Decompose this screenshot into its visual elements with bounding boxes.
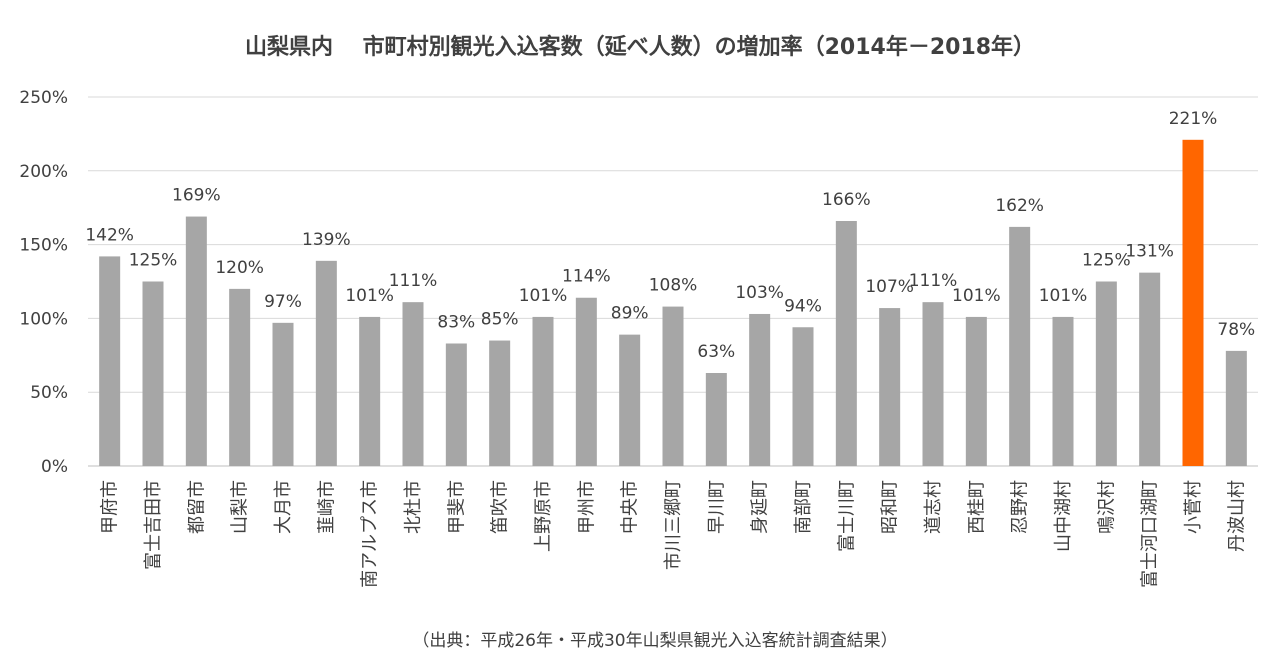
x-category-label: 富士川町 xyxy=(836,480,857,552)
data-label: 89% xyxy=(611,304,649,324)
x-category-label: 山梨市 xyxy=(230,480,251,534)
x-category-label: 甲州市 xyxy=(576,480,597,534)
x-category-label: 甲府市 xyxy=(100,480,121,534)
y-tick-label: 0% xyxy=(41,457,68,477)
chart-title: 山梨県内 市町村別観光入込客数（延べ人数）の増加率（2014年－2018年） xyxy=(245,34,1035,60)
data-label: 162% xyxy=(995,196,1044,216)
bar xyxy=(445,343,467,466)
data-label: 114% xyxy=(562,267,611,287)
bar xyxy=(1052,316,1074,466)
data-label: 108% xyxy=(649,276,698,296)
bar xyxy=(662,306,684,466)
data-label: 139% xyxy=(302,230,351,250)
data-label: 166% xyxy=(822,190,871,210)
x-category-label: 山中湖村 xyxy=(1053,480,1074,552)
bar xyxy=(705,373,727,466)
data-label: 97% xyxy=(264,292,302,312)
x-category-label: 忍野村 xyxy=(1010,480,1031,534)
bar xyxy=(185,216,207,466)
x-category-label: 昭和町 xyxy=(880,480,901,534)
bar xyxy=(1095,281,1117,466)
bar xyxy=(575,297,597,466)
x-category-label: 富士吉田市 xyxy=(143,480,164,570)
x-category-label: 市川三郷町 xyxy=(663,480,684,570)
data-label: 221% xyxy=(1169,109,1218,129)
data-label: 131% xyxy=(1125,242,1174,262)
bar xyxy=(142,281,164,466)
x-category-label: 丹波山村 xyxy=(1226,480,1247,552)
data-label: 120% xyxy=(215,258,264,278)
y-axis-ticks: 0% 50% 100% 150% 200% 250% xyxy=(19,88,68,477)
x-category-label: 西桂町 xyxy=(966,480,987,534)
y-tick-label: 100% xyxy=(19,309,68,329)
x-category-label: 道志村 xyxy=(923,480,944,534)
bar xyxy=(359,316,381,466)
data-label: 107% xyxy=(865,277,914,297)
data-label: 169% xyxy=(172,186,221,206)
data-label: 101% xyxy=(1039,286,1088,306)
bar xyxy=(489,340,511,466)
data-label: 78% xyxy=(1217,320,1255,340)
x-category-label: 富士河口湖町 xyxy=(1140,480,1161,588)
x-category-label: 鳴沢村 xyxy=(1096,480,1117,534)
y-tick-label: 200% xyxy=(19,162,68,182)
bar xyxy=(272,322,294,466)
x-category-label: 南アルプス市 xyxy=(360,480,381,588)
x-category-label: 上野原市 xyxy=(533,480,554,552)
bar xyxy=(1225,350,1247,466)
x-category-label: 小菅村 xyxy=(1183,480,1204,534)
bars xyxy=(99,139,1247,466)
source-note: （出典：平成26年・平成30年山梨県観光入込客統計調査結果） xyxy=(412,631,897,651)
x-category-label: 早川町 xyxy=(706,480,727,534)
x-category-label: 韮崎市 xyxy=(316,480,337,534)
bar xyxy=(879,308,901,466)
bar xyxy=(1139,272,1161,466)
x-axis-categories: 甲府市 富士吉田市 都留市 山梨市 大月市 韮崎市 南アルプス市 北杜市 甲斐市 笛吹市 上野原市 甲… xyxy=(100,480,1248,588)
data-label: 101% xyxy=(952,286,1001,306)
x-category-label: 身延町 xyxy=(750,480,771,534)
bar xyxy=(619,334,641,466)
bar xyxy=(99,256,121,466)
y-tick-label: 50% xyxy=(30,383,68,403)
data-label: 111% xyxy=(389,271,438,291)
x-category-label: 中央市 xyxy=(620,480,641,534)
y-tick-label: 250% xyxy=(19,88,68,108)
data-labels: 142%125%169%120%97%139%101%111%83% 85%101… xyxy=(85,109,1255,362)
bar xyxy=(749,313,771,466)
data-label: 103% xyxy=(735,283,784,303)
x-category-label: 南部町 xyxy=(793,480,814,534)
bar xyxy=(402,302,424,466)
data-label: 125% xyxy=(129,251,178,271)
data-label: 85% xyxy=(481,310,519,330)
y-tick-label: 150% xyxy=(19,236,68,256)
data-label: 101% xyxy=(519,286,568,306)
x-category-label: 甲斐市 xyxy=(446,480,467,534)
bar xyxy=(532,316,554,466)
data-label: 63% xyxy=(697,342,735,362)
bar xyxy=(1182,139,1204,466)
x-category-label: 笛吹市 xyxy=(490,480,511,534)
x-category-label: 都留市 xyxy=(186,480,207,534)
bar xyxy=(922,302,944,466)
x-category-label: 北杜市 xyxy=(403,480,424,534)
x-category-label: 大月市 xyxy=(273,480,294,534)
data-label: 83% xyxy=(437,312,475,332)
data-label: 94% xyxy=(784,296,822,316)
data-label: 142% xyxy=(85,225,134,245)
bar xyxy=(835,220,857,466)
bar xyxy=(315,260,337,466)
bar xyxy=(1009,226,1031,466)
data-label: 111% xyxy=(909,271,958,291)
bar xyxy=(792,327,814,466)
bar xyxy=(229,288,251,466)
data-label: 101% xyxy=(345,286,394,306)
data-label: 125% xyxy=(1082,251,1131,271)
bar xyxy=(965,316,987,466)
